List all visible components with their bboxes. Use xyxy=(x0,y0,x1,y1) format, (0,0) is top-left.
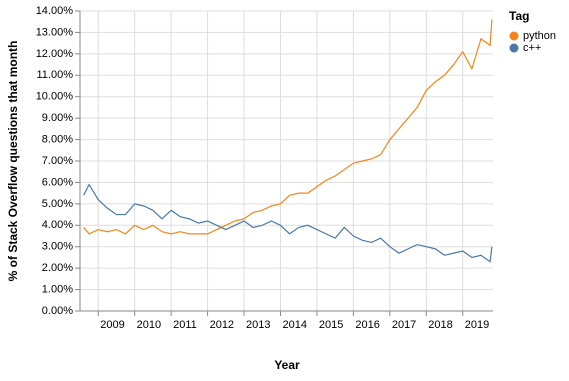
x-tick-label: 2019 xyxy=(465,319,489,331)
x-axis-title: Year xyxy=(274,358,300,372)
x-tick-label: 2009 xyxy=(100,319,124,331)
y-tick-label: 10.00% xyxy=(36,91,74,103)
x-tick-label: 2017 xyxy=(392,319,416,331)
x-tick-label: 2013 xyxy=(246,319,270,331)
y-tick-label: 7.00% xyxy=(42,155,73,167)
x-tick-label: 2012 xyxy=(210,319,234,331)
y-tick-label: 6.00% xyxy=(42,176,73,188)
x-tick-label: 2016 xyxy=(355,319,379,331)
y-tick-label: 2.00% xyxy=(42,262,73,274)
y-tick-label: 8.00% xyxy=(42,133,73,145)
legend-symbol xyxy=(509,43,519,53)
y-tick-label: 13.00% xyxy=(36,26,74,38)
legend-symbol xyxy=(509,31,519,41)
plot xyxy=(83,19,493,263)
y-axis-title: % of Stack Overflow questions that month xyxy=(6,41,20,282)
y-tick-label: 0.00% xyxy=(42,305,73,317)
y-tick-label: 9.00% xyxy=(42,112,73,124)
x-tick-label: 2010 xyxy=(137,319,161,331)
x-tick-label: 2018 xyxy=(428,319,452,331)
y-tick-label: 3.00% xyxy=(42,241,73,253)
x-tick-label: 2014 xyxy=(282,319,306,331)
legend-title: Tag xyxy=(509,9,529,23)
line-series xyxy=(83,183,493,263)
legend-label: c++ xyxy=(523,42,541,54)
y-tick-label: 4.00% xyxy=(42,219,73,231)
y-tick-label: 5.00% xyxy=(42,198,73,210)
y-tick-label: 12.00% xyxy=(36,48,74,60)
y-tick-label: 14.00% xyxy=(36,5,74,17)
x-tick-label: 2011 xyxy=(173,319,197,331)
y-tick-label: 1.00% xyxy=(42,283,73,295)
grid xyxy=(75,10,493,316)
y-tick-label: 11.00% xyxy=(37,69,74,81)
line-series xyxy=(83,19,493,235)
x-tick-label: 2015 xyxy=(319,319,343,331)
legend-label: python xyxy=(523,30,556,42)
